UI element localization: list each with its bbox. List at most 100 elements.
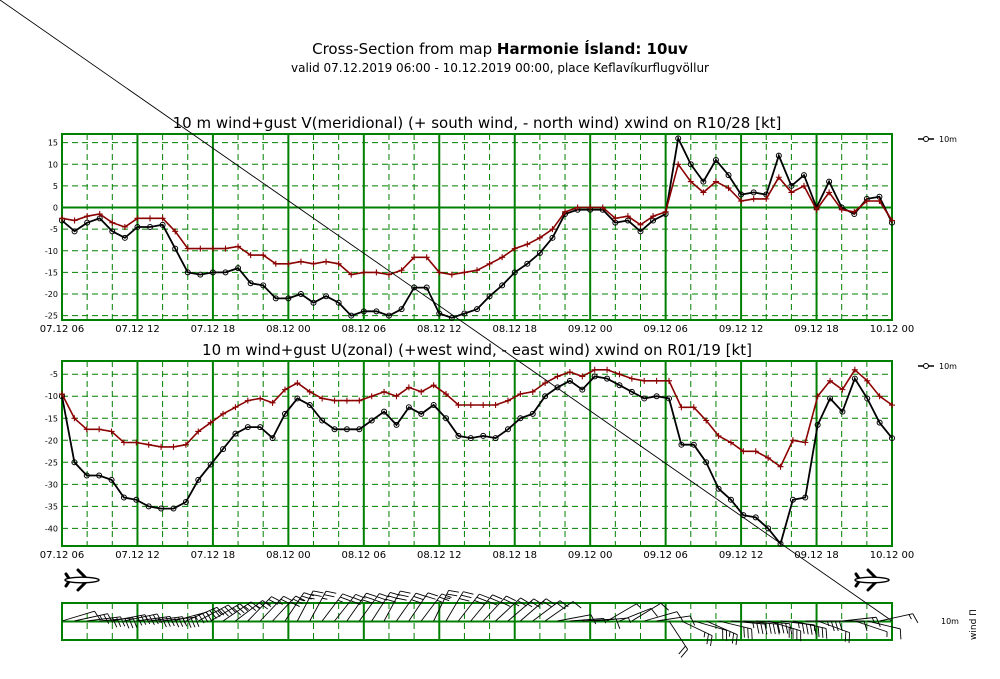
wind-point [96,472,103,479]
wind-point [492,435,499,442]
wind-point [373,308,380,315]
wind-barb [668,620,689,658]
barb-feather [817,626,820,638]
barb-feather [789,623,793,635]
wind-point [725,172,732,179]
wind-point [504,426,511,433]
gust-point [727,439,734,446]
wind-barb [161,616,200,628]
gust-point [393,393,400,400]
barb-feather [474,600,485,605]
wind-point [195,476,202,483]
gust-point [448,271,455,278]
legend-label: 10m [939,362,957,371]
wind-point [348,312,355,319]
gust-point [343,397,350,404]
gust-point [499,254,506,261]
gust-point [272,260,279,267]
gust-point [120,439,127,446]
y-tick-label: -15 [45,268,58,277]
barb-half-feather [299,598,305,602]
wind-point [839,408,846,415]
barb-feather [500,601,511,607]
wind-barb [544,601,582,622]
legend-marker [923,136,929,142]
barb-half-feather [445,597,451,599]
barb-half-feather [603,618,607,624]
barb-feather [776,624,780,635]
barb-feather [542,600,553,608]
barb-feather [875,617,881,628]
legend: 10m [918,362,957,371]
barb-staff [334,594,357,622]
wind-point [549,234,556,241]
barb-staff [619,607,652,622]
x-tick-label: 09.12 00 [568,324,613,335]
barb-staff [161,616,195,622]
barb-staff [445,591,464,622]
wind-point [467,435,474,442]
wind-point [319,417,326,424]
barb-staff [185,606,218,622]
gust-point [133,439,140,446]
barb-feather [415,592,427,597]
gust-point [461,269,468,276]
x-tick-label: 09.12 00 [568,550,613,561]
wind-point [604,375,611,382]
x-tick-label: 07.12 06 [40,324,85,335]
barb-feather [731,633,735,644]
wind-point [591,373,598,380]
gust-point [71,217,78,224]
barb-feather [650,608,658,617]
wind-point [411,284,418,291]
barb-feather [825,628,828,639]
gust-point [319,395,326,402]
wind-barb [185,606,225,622]
barb-staff [86,616,121,622]
wind-barb [730,620,768,635]
x-tick-label: 08.12 00 [266,324,311,335]
wind-point [529,410,536,417]
barb-half-feather [436,599,442,603]
wind-point [159,221,166,228]
gust-point [297,258,304,265]
x-tick-label: 09.12 18 [794,324,839,335]
wind-point [147,224,154,230]
barb-staff [693,620,727,631]
wind-point [120,494,127,501]
y-tick-label: 5 [53,182,58,191]
wind-point [356,426,363,433]
wind-barb [644,611,683,622]
barb-staff [842,616,877,622]
wind-point [703,459,710,466]
wind-barb [396,592,427,622]
barb-staff [544,601,574,622]
x-tick-label: 07.12 18 [191,550,236,561]
wind-barb [879,613,919,624]
wind-series-line [61,135,893,319]
barb-feather [132,617,138,628]
wind-point [260,282,267,289]
wind-point [637,228,644,235]
wind-point [486,293,493,300]
barb-half-feather [728,631,731,637]
wind-point [641,395,648,402]
barb-staff [272,595,297,622]
gust-point [765,454,772,461]
barb-staff [420,593,443,622]
gust-point [455,402,462,409]
gust-point [650,213,657,220]
x-tick-label: 10.12 00 [870,324,915,335]
barb-feather [487,600,498,606]
wind-point [197,271,204,278]
barb-feather [363,595,375,601]
y-tick-label: -25 [45,458,58,467]
barb-half-feather [764,622,767,629]
x-tick-label: 09.12 06 [643,550,688,561]
barb-half-feather [527,603,533,608]
gust-point [604,366,611,373]
barb-half-feather [194,615,198,620]
barb-feather [756,623,760,634]
wind-point [443,415,450,422]
gust-point [864,377,871,384]
